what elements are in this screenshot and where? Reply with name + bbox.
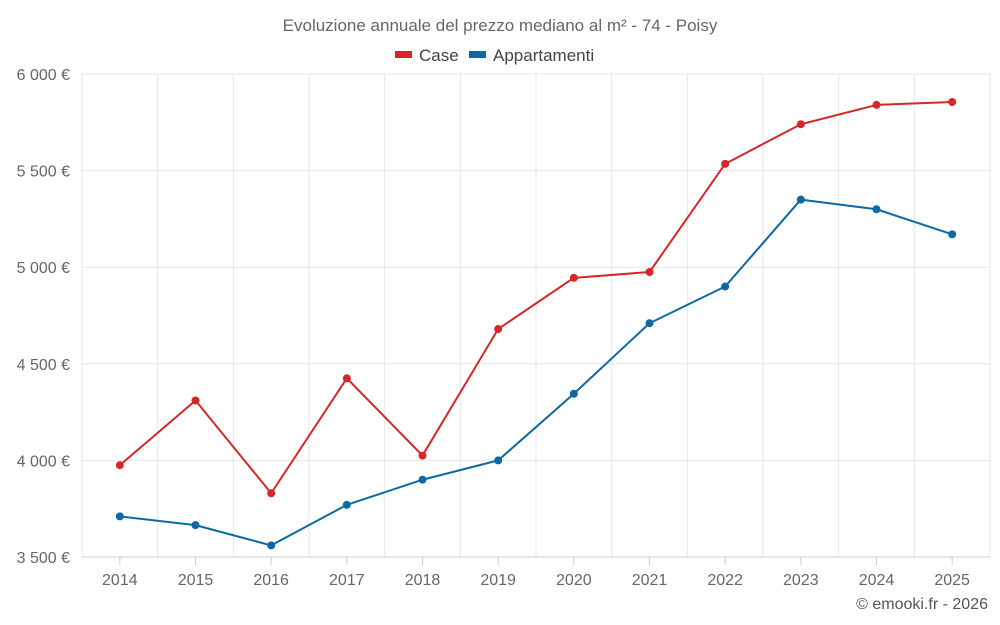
data-point[interactable] bbox=[494, 456, 503, 465]
data-point[interactable] bbox=[569, 389, 578, 398]
y-tick-label: 4 000 € bbox=[17, 453, 70, 470]
legend-label: Case bbox=[419, 46, 459, 65]
series-appartamenti bbox=[115, 195, 957, 550]
data-point[interactable] bbox=[115, 512, 124, 521]
series-line bbox=[119, 198, 953, 547]
y-tick-label: 5 500 € bbox=[17, 164, 70, 181]
data-point[interactable] bbox=[342, 500, 351, 509]
legend-item-case[interactable]: Case bbox=[395, 46, 459, 65]
x-tick-label: 2024 bbox=[859, 572, 895, 589]
x-tick-label: 2023 bbox=[783, 572, 819, 589]
legend-item-appartamenti[interactable]: Appartamenti bbox=[469, 46, 594, 65]
data-point[interactable] bbox=[191, 521, 200, 530]
data-point[interactable] bbox=[267, 541, 276, 550]
x-tick-label: 2016 bbox=[253, 572, 289, 589]
data-point[interactable] bbox=[872, 100, 881, 109]
series-layer bbox=[115, 98, 957, 550]
data-point[interactable] bbox=[418, 451, 427, 460]
credit-text: © emooki.fr - 2026 bbox=[856, 596, 988, 613]
x-tick-label: 2025 bbox=[934, 572, 970, 589]
data-point[interactable] bbox=[267, 489, 276, 498]
x-tick-label: 2020 bbox=[556, 572, 592, 589]
x-tick-label: 2019 bbox=[480, 572, 516, 589]
y-tick-label: 6 000 € bbox=[17, 67, 70, 84]
data-point[interactable] bbox=[418, 475, 427, 484]
data-point[interactable] bbox=[494, 325, 503, 334]
data-point[interactable] bbox=[948, 98, 957, 107]
chart-title: Evoluzione annuale del prezzo mediano al… bbox=[283, 16, 718, 35]
y-tick-label: 5 000 € bbox=[17, 260, 70, 277]
data-point[interactable] bbox=[796, 195, 805, 204]
data-point[interactable] bbox=[115, 461, 124, 470]
data-point[interactable] bbox=[796, 120, 805, 129]
series-case bbox=[115, 98, 957, 498]
legend-label: Appartamenti bbox=[493, 46, 594, 65]
legend-swatch bbox=[469, 51, 486, 58]
x-tick-label: 2015 bbox=[178, 572, 214, 589]
data-point[interactable] bbox=[645, 268, 654, 277]
data-point[interactable] bbox=[721, 159, 730, 168]
x-tick-label: 2021 bbox=[632, 572, 668, 589]
data-point[interactable] bbox=[721, 282, 730, 291]
series-line bbox=[119, 101, 953, 495]
legend-swatch bbox=[395, 51, 412, 58]
x-tick-label: 2017 bbox=[329, 572, 365, 589]
data-point[interactable] bbox=[569, 273, 578, 282]
grid bbox=[81, 73, 991, 557]
data-point[interactable] bbox=[872, 205, 881, 214]
x-tick-label: 2014 bbox=[102, 572, 138, 589]
data-point[interactable] bbox=[948, 230, 957, 239]
y-tick-label: 3 500 € bbox=[17, 550, 70, 567]
y-tick-label: 4 500 € bbox=[17, 357, 70, 374]
x-tick-label: 2022 bbox=[707, 572, 743, 589]
legend: Case Appartamenti bbox=[395, 46, 594, 65]
axes: 3 500 € 4 000 € 4 500 € 5 000 € 5 500 € 6 000… bbox=[17, 67, 990, 589]
data-point[interactable] bbox=[342, 374, 351, 383]
data-point[interactable] bbox=[645, 319, 654, 328]
x-tick-label: 2018 bbox=[405, 572, 441, 589]
data-point[interactable] bbox=[191, 396, 200, 405]
